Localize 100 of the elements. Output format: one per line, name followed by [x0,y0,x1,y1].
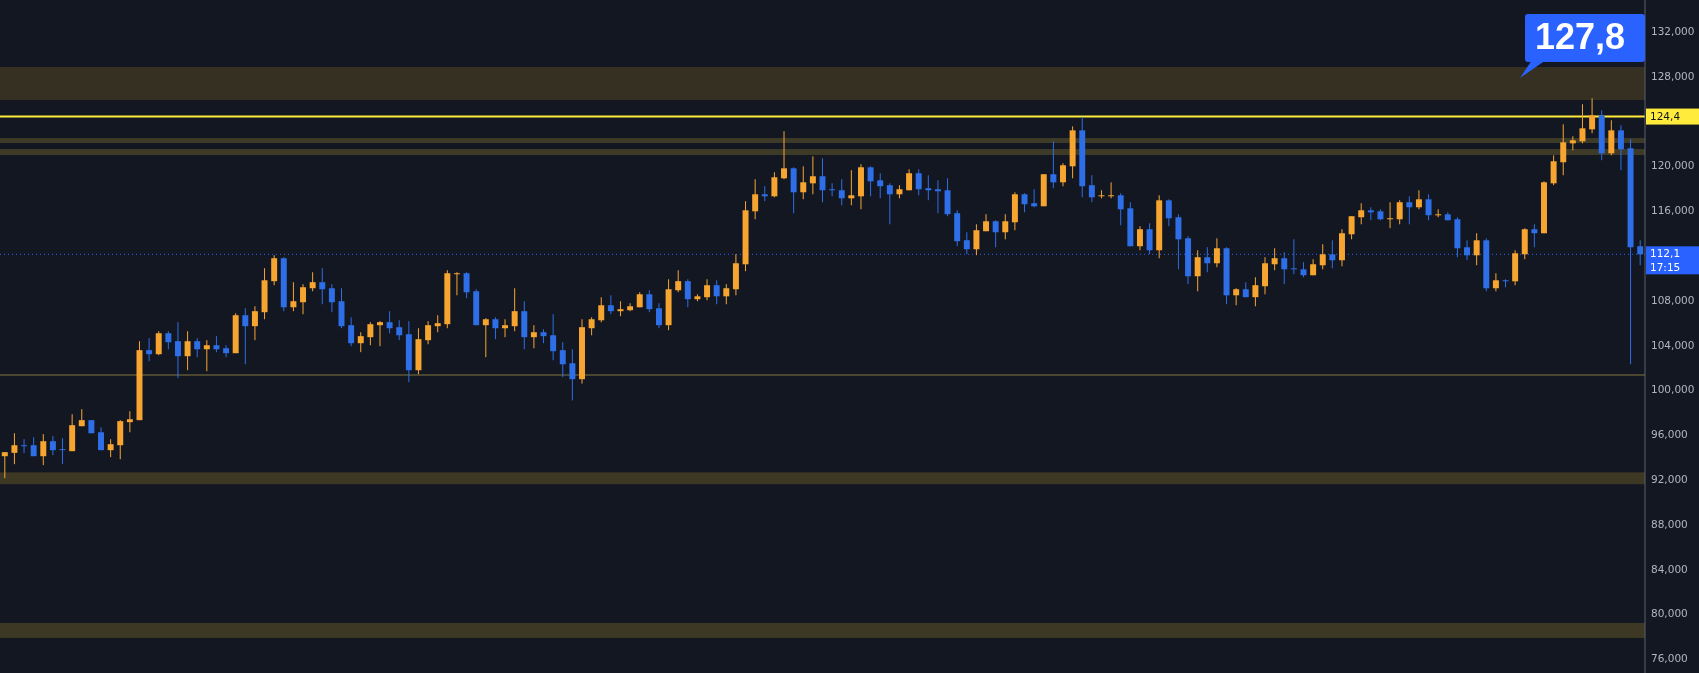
candlestick [598,296,605,323]
candlestick [944,177,951,217]
candlestick [492,316,499,340]
candlestick [1,451,8,479]
candlestick [1290,238,1297,275]
candlestick [713,279,720,305]
candlestick [1560,123,1567,176]
y-tick-label: 108,000 [1651,293,1695,306]
candlestick [588,316,595,336]
candlestick [1175,213,1182,270]
candlestick [1165,198,1172,227]
candlestick [1204,246,1211,273]
candlestick [1108,181,1115,199]
candlestick [1060,162,1066,187]
candlestick [723,283,730,305]
candlestick [809,155,816,195]
candlestick [21,438,28,454]
candlestick [1262,256,1268,295]
candlestick [1425,193,1432,221]
candlestick [675,269,682,293]
candlestick [886,182,893,225]
candlestick [367,321,374,346]
text: 17:15 [1650,261,1681,274]
candlestick [309,271,316,292]
candlestick [1569,135,1576,151]
candlestick [165,330,172,350]
candlestick [126,410,133,433]
candlestick [1637,239,1644,266]
candlestick [867,165,874,197]
candlestick [829,182,836,197]
candlestick [155,330,162,356]
candlestick [1492,272,1499,292]
candlestick [877,172,884,199]
candlestick [1146,222,1153,255]
candlestick [684,278,691,308]
candlestick [502,318,509,338]
candlestick [925,174,932,201]
y-tick-label: 128,000 [1651,69,1695,82]
candlestick [838,178,845,206]
candlestick [1589,97,1596,134]
candlestick [453,271,460,296]
candlestick [59,437,66,465]
candlestick [607,294,614,315]
candlestick [1473,232,1480,266]
candlestick [934,179,941,214]
candlestick [184,330,191,371]
candlestick [992,219,999,248]
y-tick-label: 132,000 [1651,25,1695,38]
price-callout: 127,8 [1520,14,1645,78]
candlestick [290,281,297,312]
y-tick-label: 116,000 [1651,204,1695,217]
candlestick [49,435,56,456]
candlestick [1088,174,1095,203]
candlestick [800,165,807,200]
y-tick-label: 92,000 [1651,472,1688,485]
candlestick [11,432,18,465]
candlestick [271,254,278,286]
candlestick [848,169,855,206]
candlestick [107,438,114,458]
y-tick-label: 76,000 [1651,652,1688,665]
candlestick [1329,239,1336,269]
y-tick-label: 104,000 [1651,338,1695,351]
candlestick [1464,239,1471,261]
candlestick [1387,201,1394,229]
candlestick [559,341,566,378]
candlestick [328,283,335,313]
candlestick [300,283,307,315]
candlestick [1252,276,1259,307]
y-tick-label: 84,000 [1651,562,1688,575]
candlestick [646,289,653,313]
candlestick [146,337,153,362]
candlestick [1406,195,1413,225]
candlestick [319,267,326,305]
candlestick [511,287,518,332]
candlestick [203,339,210,372]
candlestick [194,337,201,358]
candlestick [348,316,355,347]
candlestick [1579,103,1586,144]
candlestick [386,310,393,334]
candlestick [915,168,922,196]
candlestick [1002,213,1009,240]
candlestick [377,320,383,347]
candlestick [790,166,797,214]
candlestick [1031,188,1038,208]
candlestick [973,223,980,256]
candlestick [704,278,711,301]
candlestick [242,307,249,365]
candlestick [482,317,489,358]
y-tick-label: 120,000 [1651,159,1695,172]
candlestick [1550,154,1557,186]
candlestick [771,171,778,198]
candlestick [627,302,634,312]
candlestick [655,302,662,329]
candlestick [569,348,576,401]
candlestick [1319,243,1326,270]
candlestick [1271,247,1278,271]
y-tick-label: 96,000 [1651,428,1688,441]
candlestick [1194,249,1201,292]
candlestick [357,331,364,353]
candlestick [550,313,557,361]
